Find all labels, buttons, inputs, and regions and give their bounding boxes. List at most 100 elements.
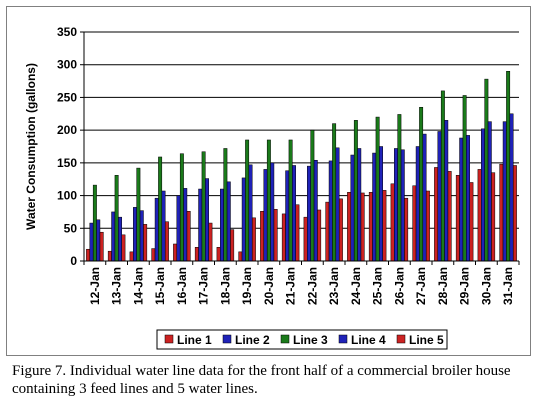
bar-line-2 (502, 121, 507, 262)
bar-line-5 (317, 209, 322, 262)
bar-line-1 (86, 248, 91, 262)
bar-line-4 (379, 146, 383, 262)
bar-line-4 (292, 165, 296, 262)
x-tick-label: 24-Jan (349, 267, 363, 305)
bar-line-1 (173, 243, 178, 262)
bar-line-5 (164, 221, 169, 262)
legend-label: Line 4 (351, 333, 386, 347)
y-tick-label: 100 (57, 189, 77, 203)
bar-line-2 (241, 177, 246, 262)
bar-line-2 (198, 188, 203, 262)
bar-line-2 (481, 128, 485, 262)
bar-line-2 (307, 165, 311, 262)
bar-line-3 (310, 129, 315, 262)
x-tick-label: 26-Jan (392, 267, 406, 305)
bar-line-4 (205, 178, 209, 262)
bar-line-5 (360, 192, 365, 262)
bar-line-3 (136, 167, 141, 262)
bar-line-3 (223, 148, 228, 262)
x-tick-label: 14-Jan (131, 267, 145, 305)
x-tick-label: 25-Jan (371, 267, 385, 305)
legend-swatch (164, 334, 174, 344)
bar-line-1 (151, 248, 156, 262)
legend-label: Line 1 (177, 333, 212, 347)
bar-line-2 (437, 131, 442, 262)
bar-line-1 (477, 169, 482, 262)
chart-frame: 0 50 100 150 200 250 300 350 12-Jan 13-Jan 14-Jan 1… (6, 6, 531, 356)
y-tick-label: 300 (57, 58, 77, 72)
bar-line-4 (270, 162, 275, 262)
bar-line-5 (251, 217, 256, 262)
bar-line-2 (394, 148, 398, 262)
bar-line-3 (462, 95, 467, 262)
bar-line-4 (183, 188, 188, 262)
bar-line-1 (325, 201, 330, 262)
y-tick-label: 0 (70, 254, 77, 268)
bar-line-3 (245, 139, 250, 262)
bar-line-1 (412, 185, 417, 262)
bar-line-2 (415, 146, 420, 262)
bar-line-5 (208, 222, 213, 262)
bar-line-5 (186, 211, 191, 262)
bar-line-5 (404, 197, 409, 262)
bar-line-5 (230, 229, 235, 262)
y-tick-label: 50 (64, 221, 78, 235)
bar-line-4 (400, 149, 405, 262)
bar-line-3 (332, 123, 337, 262)
bar-line-4 (357, 148, 362, 262)
bar-line-1 (281, 213, 286, 262)
legend: Line 1 Line 2 Line 3 Line 4 Line 5 (156, 329, 448, 350)
bar-line-1 (216, 247, 221, 262)
bar-line-1 (434, 167, 439, 262)
bar-line-2 (133, 207, 137, 262)
x-tick-label: 19-Jan (240, 267, 254, 305)
x-tick-label: 13-Jan (110, 267, 124, 305)
legend-label: Line 5 (409, 333, 444, 347)
legend-swatch (280, 334, 290, 344)
x-tick-label: 29-Jan (458, 267, 472, 305)
x-tick-label: 18-Jan (218, 267, 232, 305)
bar-line-5 (512, 165, 517, 262)
bars (86, 71, 517, 262)
gridlines (84, 31, 519, 229)
bar-line-5 (338, 198, 343, 262)
bar-line-4 (118, 216, 122, 262)
bar-line-4 (444, 120, 449, 262)
bar-line-2 (220, 188, 224, 262)
bar-line-3 (288, 139, 293, 262)
bar-line-4 (226, 181, 231, 262)
bar-line-3 (375, 116, 380, 262)
bar-line-4 (487, 121, 492, 262)
bar-line-3 (92, 184, 97, 262)
bar-line-1 (129, 251, 134, 262)
bar-line-1 (238, 251, 243, 262)
bar-line-2 (176, 195, 181, 262)
x-tick-label: 28-Jan (436, 267, 450, 305)
bar-line-2 (154, 197, 159, 262)
bar-line-5 (382, 190, 387, 262)
y-tick-label: 350 (57, 25, 77, 39)
bar-line-1 (455, 175, 460, 262)
bar-line-4 (509, 113, 514, 262)
x-tick-label: 16-Jan (175, 267, 189, 305)
y-tick-label: 150 (57, 156, 77, 170)
bar-line-1 (194, 247, 199, 262)
bar-line-3 (114, 175, 119, 262)
x-tick-label: 12-Jan (88, 267, 102, 305)
bar-line-4 (466, 135, 470, 262)
axes: 0 50 100 150 200 250 300 350 12-Jan 13-Jan 14-Jan 1… (24, 25, 520, 305)
bar-line-1 (499, 163, 504, 262)
bar-line-2 (459, 137, 464, 262)
bar-line-5 (273, 209, 278, 262)
bar-line-3 (419, 106, 424, 262)
legend-label: Line 3 (293, 333, 328, 347)
bar-line-2 (263, 169, 268, 262)
x-tick-label: 23-Jan (327, 267, 341, 305)
bar-line-1 (260, 211, 265, 262)
bar-line-5 (99, 231, 104, 262)
bar-line-2 (350, 154, 355, 262)
x-tick-label: 31-Jan (501, 267, 515, 305)
bar-line-1 (368, 192, 373, 262)
bar-line-3 (484, 78, 489, 262)
x-tick-label: 15-Jan (153, 267, 167, 305)
